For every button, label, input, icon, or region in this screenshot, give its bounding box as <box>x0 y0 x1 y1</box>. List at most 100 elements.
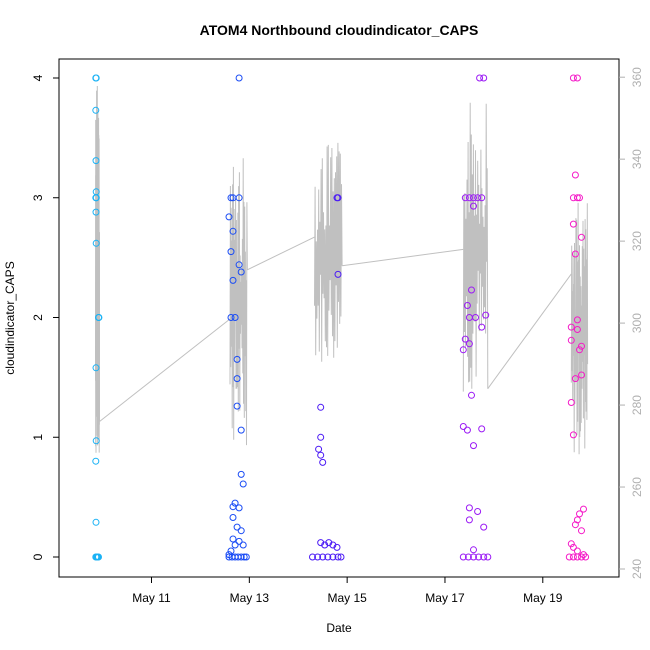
data-point <box>237 553 245 561</box>
data-point <box>321 541 329 549</box>
chart-title: ATOM4 Northbound cloudindicator_CAPS <box>200 22 479 38</box>
data-point <box>309 553 316 561</box>
data-point <box>92 157 100 165</box>
data-point <box>227 314 235 321</box>
data-point <box>461 335 469 343</box>
plot-frame <box>58 58 620 578</box>
data-point <box>573 553 581 561</box>
data-point <box>578 233 585 241</box>
y-tick-label: 1 <box>31 434 45 441</box>
data-point <box>233 402 241 410</box>
data-point <box>227 194 235 202</box>
data-point <box>482 311 490 319</box>
data-point <box>576 346 583 354</box>
data-point <box>569 543 577 551</box>
data-point <box>573 326 581 333</box>
y-tick-label: 4 <box>31 74 45 81</box>
data-point <box>333 543 341 551</box>
data-point <box>242 553 250 561</box>
x-tick-label: May 15 <box>327 591 367 605</box>
data-point <box>567 540 575 548</box>
data-point <box>478 194 486 202</box>
data-point <box>465 194 473 202</box>
data-point <box>567 399 575 406</box>
data-point <box>319 458 327 466</box>
data-point <box>567 323 575 331</box>
data-point <box>239 541 247 549</box>
data-point <box>92 208 100 216</box>
data-point <box>569 431 577 439</box>
x-tick-label: May 17 <box>425 591 465 605</box>
y2-tick-label: 360 <box>630 67 644 87</box>
data-point <box>317 451 325 459</box>
data-point <box>468 391 475 399</box>
data-point <box>231 314 239 321</box>
y2-tick-label: 300 <box>630 313 644 333</box>
data-point <box>337 553 345 561</box>
data-point <box>235 74 243 82</box>
data-point <box>237 426 245 434</box>
data-point <box>470 546 477 554</box>
data-point <box>474 194 482 202</box>
data-point <box>463 302 471 309</box>
data-point <box>576 194 583 202</box>
data-point <box>229 514 237 521</box>
data-point <box>573 194 581 202</box>
data-point <box>578 553 585 561</box>
data-point <box>576 510 583 518</box>
secondary-line-connector <box>341 248 464 267</box>
data-point <box>319 553 327 561</box>
data-point <box>92 106 100 114</box>
data-point <box>480 523 488 531</box>
data-point <box>478 425 486 433</box>
data-point <box>231 499 239 507</box>
data-point <box>235 504 243 512</box>
x-axis-label: Date <box>326 621 352 635</box>
data-point <box>92 74 100 82</box>
data-point <box>92 518 100 526</box>
data-point <box>470 553 477 561</box>
data-point <box>578 527 585 535</box>
data-point <box>235 537 243 545</box>
data-point <box>571 375 579 383</box>
data-point <box>484 553 492 561</box>
data-point <box>227 248 235 256</box>
data-point <box>463 426 471 434</box>
data-point <box>565 553 573 561</box>
data-point <box>480 553 488 561</box>
data-point <box>92 437 100 445</box>
data-point <box>459 346 467 354</box>
data-point <box>569 220 577 228</box>
y2-tick-label: 340 <box>630 149 644 169</box>
data-point <box>324 553 332 561</box>
data-point <box>464 553 472 561</box>
data-point <box>233 523 241 531</box>
x-tick-label: May 13 <box>230 591 270 605</box>
data-point <box>582 553 590 561</box>
data-point <box>237 470 245 478</box>
y2-tick-label: 320 <box>630 231 644 251</box>
data-point <box>468 286 475 294</box>
data-point <box>571 171 579 179</box>
y2-axis: 240 260 280 300 320 340 360 <box>619 67 644 579</box>
data-point <box>317 403 325 411</box>
data-point <box>229 535 237 543</box>
data-point <box>465 516 473 524</box>
secondary-line-connector <box>99 318 231 422</box>
data-point <box>578 342 585 350</box>
data-point <box>567 336 575 344</box>
data-point <box>229 276 237 284</box>
y2-tick-label: 260 <box>630 477 644 497</box>
y2-tick-label: 240 <box>630 559 644 579</box>
data-point <box>573 74 581 82</box>
data-point <box>459 553 467 561</box>
data-point <box>571 521 579 529</box>
y-axis: 0 1 2 3 4 <box>31 74 59 560</box>
data-point <box>315 445 323 453</box>
data-point <box>465 504 473 512</box>
data-point <box>571 250 579 258</box>
data-point <box>472 314 479 321</box>
secondary-line-connector <box>487 273 572 389</box>
data-point <box>225 213 233 221</box>
data-point <box>317 433 325 441</box>
